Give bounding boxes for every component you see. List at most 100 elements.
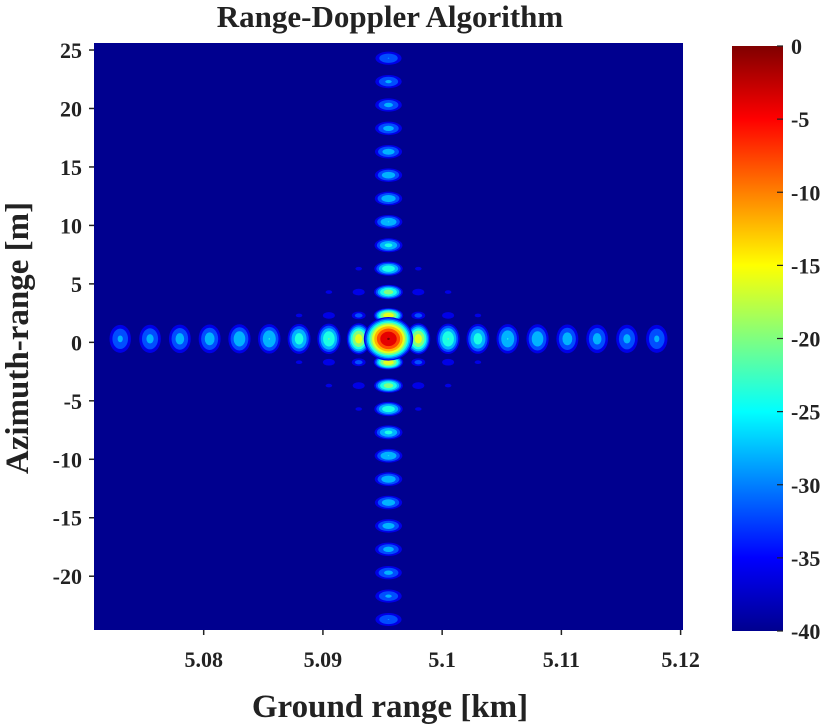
y-tick-label: 10	[60, 213, 82, 238]
colorbar-tick-label: -10	[791, 180, 820, 205]
contour-level	[387, 221, 390, 223]
contour-level	[117, 335, 123, 343]
cross-sidelobe	[415, 407, 422, 411]
azimuth-sidelobe	[374, 214, 403, 229]
main-lobe	[363, 317, 414, 361]
contour-level	[447, 337, 449, 340]
contour-level	[383, 125, 394, 132]
y-tick-label: 20	[60, 96, 82, 121]
cross-sidelobe	[412, 288, 425, 296]
contour-level	[383, 546, 394, 552]
contour-level	[385, 79, 392, 84]
cross-sidelobe	[322, 312, 335, 319]
contour-level	[562, 332, 573, 346]
contour-level	[325, 290, 333, 294]
azimuth-sidelobe	[374, 191, 403, 206]
contour-level	[383, 383, 394, 389]
contour-level	[355, 266, 362, 271]
azimuth-sidelobe	[374, 448, 403, 463]
y-tick-label: 0	[71, 330, 82, 355]
contour-level	[412, 382, 425, 389]
contour-level	[507, 337, 509, 340]
cross-sidelobe	[352, 288, 365, 296]
contour-level	[415, 407, 422, 411]
azimuth-sidelobe	[374, 378, 403, 393]
colorbar-tick-label: -20	[791, 327, 820, 352]
colorbar	[732, 46, 783, 631]
cross-sidelobe	[295, 360, 303, 365]
contour-level	[383, 289, 394, 295]
chart-title: Range-Doppler Algorithm	[217, 0, 564, 34]
contour-level	[382, 265, 395, 272]
colorbar-tick-label: -5	[791, 107, 809, 132]
contour-level	[295, 313, 303, 318]
contour-level	[295, 360, 303, 365]
contour-level	[294, 333, 304, 345]
contour-level	[414, 334, 422, 344]
range-sidelobe	[616, 324, 638, 353]
contour-level	[531, 331, 544, 347]
y-tick-label: 5	[71, 272, 82, 297]
contour-level	[355, 334, 363, 344]
x-tick-label: 5.12	[661, 647, 700, 672]
x-axis-label: Ground range [km]	[252, 689, 528, 725]
contour-level	[442, 312, 455, 319]
cross-sidelobe	[325, 290, 333, 294]
contour-level	[384, 570, 393, 575]
azimuth-sidelobe	[375, 121, 402, 136]
y-tick-label: 25	[60, 38, 82, 63]
cross-sidelobe	[352, 382, 365, 389]
cross-sidelobe	[474, 313, 482, 318]
contour-level	[382, 148, 395, 155]
cross-sidelobe	[322, 358, 335, 366]
contour-level	[268, 337, 270, 340]
contour-level	[444, 383, 452, 388]
contour-level	[387, 455, 390, 457]
x-tick-label: 5.11	[543, 647, 580, 672]
y-tick-label: -5	[64, 389, 82, 414]
contour-level	[322, 312, 335, 319]
azimuth-sidelobe	[374, 519, 403, 533]
colorbar-tick-label: -30	[791, 473, 820, 498]
range-sidelobe	[168, 324, 191, 354]
azimuth-sidelobe	[374, 425, 403, 440]
azimuth-sidelobe	[375, 98, 402, 112]
azimuth-sidelobe	[374, 284, 403, 300]
range-sidelobe	[139, 324, 161, 353]
contour-level	[387, 337, 390, 340]
contour-level	[325, 383, 333, 388]
cross-sidelobe	[351, 311, 366, 320]
azimuth-sidelobe	[374, 238, 403, 253]
range-sidelobe	[466, 323, 490, 354]
contour-level	[592, 333, 602, 345]
x-axis-ticks: 5.08 5.09 5.1 5.11 5.12	[184, 630, 700, 672]
colorbar-tick-label: -35	[791, 546, 820, 571]
contour-level	[414, 360, 423, 365]
range-sidelobe	[198, 324, 221, 354]
contour-level	[383, 312, 394, 319]
range-sidelobe	[526, 324, 549, 354]
y-tick-label: -20	[53, 564, 82, 589]
range-sidelobe	[646, 324, 668, 353]
contour-level	[322, 358, 335, 366]
contour-level	[354, 360, 363, 365]
contour-level	[352, 288, 365, 296]
azimuth-sidelobe	[374, 472, 403, 487]
contour-level	[175, 333, 185, 345]
heatmap-layer	[109, 51, 668, 627]
azimuth-sidelobe	[375, 542, 402, 557]
contour-level	[381, 475, 396, 483]
contour-level	[384, 102, 393, 108]
range-sidelobe	[586, 324, 609, 354]
contour-level	[381, 499, 396, 506]
contour-level	[381, 194, 396, 203]
cross-sidelobe	[351, 358, 366, 367]
contour-level	[382, 522, 395, 529]
colorbar-ticks: 0 -5 -10 -15 -20 -25 -30 -35 -40	[777, 34, 820, 644]
contour-level	[474, 360, 482, 365]
y-axis-ticks: 25 20 15 10 5 0 -5 -10 -15 -20	[53, 38, 94, 589]
cross-sidelobe	[415, 266, 422, 271]
cross-sidelobe	[295, 313, 303, 318]
contour-level	[474, 313, 482, 318]
azimuth-sidelobe	[375, 51, 402, 65]
